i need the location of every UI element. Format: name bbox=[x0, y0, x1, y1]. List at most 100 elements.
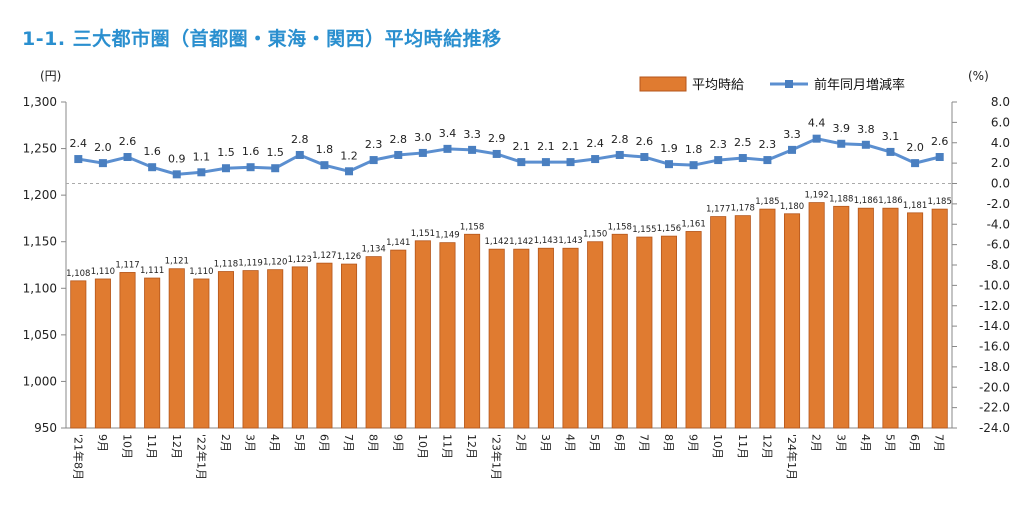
category-label: '23年1月 bbox=[490, 434, 504, 480]
right-tick-label: 8.0 bbox=[991, 95, 1010, 109]
line-point bbox=[172, 170, 181, 179]
category-label: 6月 bbox=[317, 434, 330, 452]
bar bbox=[611, 233, 628, 429]
category-label: '21年8月 bbox=[71, 434, 85, 480]
line-point bbox=[689, 161, 698, 170]
line-point bbox=[591, 155, 600, 164]
bar-value-label: 1,121 bbox=[165, 257, 189, 267]
category-label: 3月 bbox=[244, 434, 257, 452]
line-point bbox=[664, 160, 673, 169]
category-label: 8月 bbox=[662, 434, 675, 452]
line-point bbox=[886, 147, 895, 156]
legend-bar-swatch bbox=[639, 76, 687, 92]
line-value-label: 2.5 bbox=[734, 136, 752, 149]
bar bbox=[710, 216, 727, 429]
right-tick-label: -12.0 bbox=[979, 299, 1010, 313]
bar bbox=[907, 212, 924, 429]
line-value-label: 2.3 bbox=[759, 138, 777, 151]
category-label: 7月 bbox=[933, 434, 946, 452]
bar-value-label: 1,186 bbox=[854, 196, 878, 206]
right-tick-label: -24.0 bbox=[979, 421, 1010, 435]
category-label: 12月 bbox=[760, 434, 773, 459]
line-point bbox=[246, 163, 255, 172]
category-label: 7月 bbox=[637, 434, 650, 452]
category-label: 5月 bbox=[293, 434, 306, 452]
left-tick-label: 1,100 bbox=[23, 281, 57, 295]
right-tick-label: -10.0 bbox=[979, 278, 1010, 292]
bar-value-label: 1,185 bbox=[928, 197, 952, 207]
line-point bbox=[98, 159, 107, 168]
bar bbox=[267, 269, 284, 429]
bar-value-label: 1,143 bbox=[558, 236, 582, 246]
bar-value-label: 1,118 bbox=[214, 260, 238, 270]
bar bbox=[94, 278, 111, 429]
bar-value-label: 1,110 bbox=[91, 267, 115, 277]
category-label: 3月 bbox=[834, 434, 847, 452]
bar bbox=[193, 278, 210, 429]
bar bbox=[833, 205, 850, 429]
line-value-label: 2.0 bbox=[94, 141, 112, 154]
category-label: 10月 bbox=[121, 434, 134, 459]
left-axis-unit: (円) bbox=[40, 69, 61, 83]
bar bbox=[365, 256, 382, 429]
bar bbox=[857, 207, 874, 429]
line-point bbox=[197, 168, 206, 177]
right-tick-label: -20.0 bbox=[979, 380, 1010, 394]
category-label: 8月 bbox=[367, 434, 380, 452]
bar-value-label: 1,127 bbox=[312, 251, 336, 261]
line-value-label: 0.9 bbox=[168, 152, 186, 165]
bar bbox=[636, 236, 653, 429]
line-point bbox=[492, 149, 501, 158]
bar-value-label: 1,158 bbox=[608, 222, 632, 232]
bar bbox=[587, 241, 604, 429]
bar-value-label: 1,142 bbox=[509, 237, 533, 247]
right-tick-label: -2.0 bbox=[987, 197, 1010, 211]
line-value-label: 4.4 bbox=[808, 117, 826, 130]
line-point bbox=[763, 156, 772, 165]
line-value-label: 2.1 bbox=[537, 140, 555, 153]
line-point bbox=[861, 140, 870, 149]
bar bbox=[390, 249, 407, 429]
category-label: 6月 bbox=[908, 434, 921, 452]
right-tick-label: 0.0 bbox=[991, 177, 1010, 191]
line-value-label: 1.5 bbox=[217, 146, 235, 159]
line-value-label: 2.8 bbox=[390, 133, 408, 146]
bar bbox=[168, 268, 185, 429]
bar-value-label: 1,110 bbox=[189, 267, 213, 277]
line-value-label: 2.3 bbox=[709, 138, 727, 151]
category-label: 4月 bbox=[268, 434, 281, 452]
line-point bbox=[148, 163, 157, 172]
bar-value-label: 1,134 bbox=[361, 245, 385, 255]
line-value-label: 1.9 bbox=[660, 142, 678, 155]
bar bbox=[931, 208, 948, 429]
right-tick-label: -4.0 bbox=[987, 217, 1010, 231]
category-label: 6月 bbox=[613, 434, 626, 452]
line-value-label: 2.3 bbox=[365, 138, 383, 151]
right-tick-label: -8.0 bbox=[987, 258, 1010, 272]
line-point bbox=[837, 139, 846, 148]
line-point bbox=[295, 150, 304, 159]
category-label: 12月 bbox=[465, 434, 478, 459]
line-value-label: 1.8 bbox=[685, 143, 703, 156]
bar bbox=[660, 235, 678, 429]
line-point bbox=[788, 145, 797, 154]
category-label: 12月 bbox=[170, 434, 183, 459]
bar-value-label: 1,186 bbox=[878, 196, 902, 206]
line-value-label: 1.8 bbox=[316, 143, 334, 156]
right-tick-label: -6.0 bbox=[987, 238, 1010, 252]
line-value-label: 2.6 bbox=[931, 135, 949, 148]
bar bbox=[734, 215, 751, 429]
line-point bbox=[418, 148, 427, 157]
left-tick-label: 1,200 bbox=[23, 188, 57, 202]
bar bbox=[242, 270, 259, 429]
bar-value-label: 1,126 bbox=[337, 252, 361, 262]
page-title: 1-1. 三大都市圏（首都圏・東海・関西）平均時給推移 bbox=[22, 28, 502, 50]
line-value-label: 2.4 bbox=[586, 137, 604, 150]
line-point bbox=[271, 164, 280, 173]
bar-series bbox=[70, 202, 948, 429]
line-point bbox=[394, 150, 403, 159]
left-tick-label: 1,000 bbox=[23, 374, 57, 388]
right-tick-label: -22.0 bbox=[979, 401, 1010, 415]
bar bbox=[144, 277, 161, 429]
line-value-label: 2.6 bbox=[636, 135, 654, 148]
